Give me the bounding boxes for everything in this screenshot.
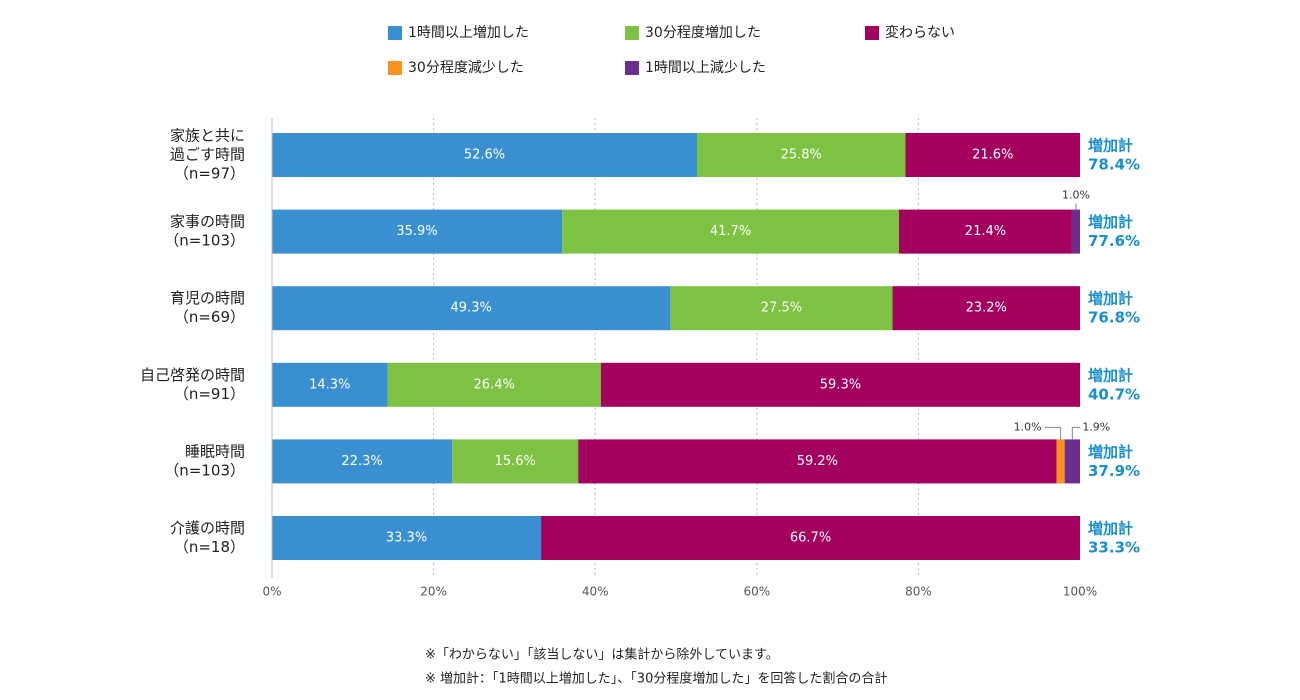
value-label: 1.0%	[1062, 189, 1090, 202]
x-tick-label: 40%	[582, 585, 609, 599]
bar-segment	[670, 286, 893, 331]
category-label: 過ごす時間	[170, 146, 245, 164]
value-label: 26.4%	[474, 377, 515, 392]
total-value: 78.4%	[1088, 156, 1140, 174]
legend-label: 1時間以上増加した	[408, 25, 529, 41]
total-label: 増加計	[1088, 520, 1133, 538]
legend-swatch	[865, 26, 879, 40]
bar-segment	[272, 439, 453, 484]
legend-label: 1時間以上減少した	[645, 59, 766, 76]
bar-segment	[899, 209, 1072, 254]
x-tick-label: 20%	[420, 585, 447, 599]
bar-segment	[1071, 209, 1080, 254]
value-label: 41.7%	[710, 224, 751, 239]
bar-segment	[697, 133, 906, 177]
value-label: 59.2%	[797, 454, 838, 469]
legend-swatch	[388, 61, 402, 75]
category-label: 介護の時間	[170, 519, 245, 537]
legend-swatch	[388, 26, 402, 40]
value-label: 1.9%	[1082, 420, 1110, 433]
bar-segment	[272, 133, 698, 177]
legend-label: 30分程度増加した	[645, 25, 761, 41]
category-label: （n=91）	[174, 385, 245, 403]
bar-segment	[272, 209, 563, 254]
value-label: 59.3%	[820, 377, 861, 392]
category-label: 育児の時間	[170, 289, 245, 307]
value-label: 23.2%	[966, 301, 1007, 316]
total-label: 増加計	[1088, 213, 1133, 231]
leader-line	[1071, 426, 1081, 440]
note: ※「わからない」「該当しない」は集計から除外しています。	[425, 647, 779, 663]
bar-segment	[541, 516, 1080, 560]
legend-swatch	[625, 26, 639, 40]
value-label: 33.3%	[386, 531, 427, 546]
bar-segment	[905, 133, 1080, 177]
leader-line	[1044, 426, 1062, 440]
bar-segment	[578, 439, 1057, 484]
bar-segment	[892, 286, 1080, 331]
x-tick-label: 60%	[743, 585, 770, 599]
bar-segment	[272, 516, 542, 560]
category-label: 家事の時間	[170, 213, 245, 231]
bar-segment	[1064, 439, 1080, 484]
value-label: 66.7%	[790, 531, 831, 546]
value-label: 21.6%	[972, 148, 1013, 163]
category-label: 自己啓発の時間	[140, 366, 245, 384]
category-label: （n=97）	[174, 165, 245, 183]
value-label: 21.4%	[965, 224, 1006, 239]
value-label: 1.0%	[1014, 420, 1042, 433]
bar-segment	[600, 362, 1080, 407]
bar-segment	[562, 209, 900, 254]
bar-segment	[1056, 439, 1065, 484]
total-value: 76.8%	[1088, 309, 1140, 327]
total-value: 37.9%	[1088, 462, 1140, 480]
total-value: 33.3%	[1088, 539, 1140, 557]
total-label: 増加計	[1088, 443, 1133, 461]
total-label: 増加計	[1088, 137, 1133, 155]
value-label: 52.6%	[464, 148, 505, 163]
x-tick-label: 100%	[1063, 585, 1097, 599]
bar-segment	[272, 362, 388, 407]
category-label: （n=103）	[164, 461, 245, 479]
total-label: 増加計	[1088, 366, 1133, 384]
value-label: 35.9%	[396, 224, 437, 239]
legend-label: 変わらない	[885, 24, 955, 41]
legend-label: 30分程度減少した	[408, 59, 524, 76]
x-tick-label: 80%	[905, 585, 932, 599]
value-label: 49.3%	[451, 301, 492, 316]
value-label: 14.3%	[309, 377, 350, 392]
category-label: （n=103）	[164, 232, 245, 250]
category-label: 家族と共に	[170, 127, 245, 145]
value-label: 25.8%	[781, 148, 822, 163]
x-tick-label: 0%	[262, 585, 281, 599]
total-label: 増加計	[1088, 290, 1133, 308]
bar-segment	[272, 286, 671, 331]
total-value: 77.6%	[1088, 232, 1140, 250]
value-label: 15.6%	[495, 454, 536, 469]
category-label: （n=69）	[174, 308, 245, 326]
value-label: 27.5%	[761, 301, 802, 316]
category-label: （n=18）	[174, 538, 245, 556]
total-value: 40.7%	[1088, 385, 1140, 403]
note: ※ 増加計：「1時間以上増加した」、「30分程度増加した」を回答した割合の合計	[425, 671, 887, 687]
value-label: 22.3%	[341, 454, 382, 469]
bar-segment	[387, 362, 601, 407]
legend-swatch	[625, 61, 639, 75]
category-label: 睡眠時間	[185, 442, 245, 460]
bar-segment	[452, 439, 579, 484]
